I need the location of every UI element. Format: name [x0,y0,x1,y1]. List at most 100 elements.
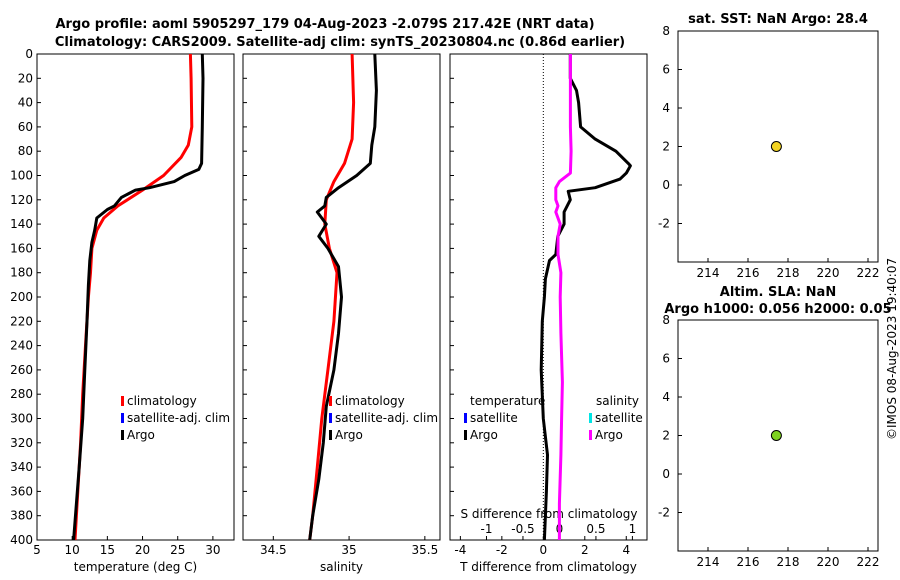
x-tick-label: 4 [622,543,630,557]
x-axis-label: T difference from climatology [459,560,637,574]
y-tick-label: 100 [10,169,33,183]
x-tick-label: 5 [33,543,41,557]
legend-swatch [121,430,124,440]
x-tick-label: 25 [170,543,185,557]
y-tick-label: 8 [662,24,670,38]
x-tick-label: 220 [817,555,840,569]
x-tick-label: -2 [496,543,508,557]
temperature-axes [36,53,235,541]
series-line-argo-s-diff [554,54,573,540]
y-tick-label: 280 [10,387,33,401]
data-point [770,141,782,152]
y-tick-label: 180 [10,266,33,280]
x-tick-label: 216 [737,555,760,569]
x-tick-label: 214 [697,555,720,569]
legend-entry: satellite [470,411,518,425]
y-tick-label: 300 [10,412,33,426]
y-tick-label: 4 [662,390,670,404]
x-tick-label: 222 [857,266,880,280]
y-tick-label: 380 [10,509,33,523]
x-tick-label: 35.5 [411,543,438,557]
s-diff-tick-label: 1 [629,522,637,536]
x-tick-label: 0 [539,543,547,557]
legend-swatch [121,413,124,423]
x-tick-label: 216 [737,266,760,280]
x-tick-label: 20 [135,543,150,557]
sst-title: sat. SST: NaN Argo: 28.4 [688,12,868,27]
legend-swatch [329,430,332,440]
legend-swatch [464,413,467,423]
series-line-argo-t-diff [539,54,632,541]
s-diff-tick-label: -1 [480,522,492,536]
series-line-argo [308,53,378,541]
legend-swatch [329,396,332,406]
y-tick-label: 0 [25,47,33,61]
legend-entry: satellite-adj. clim [127,411,230,425]
y-tick-label: 360 [10,484,33,498]
series-line-climatology [308,53,356,541]
y-tick-label: 200 [10,290,33,304]
s-diff-tick-label: 0.5 [586,522,605,536]
y-tick-label: 0 [662,178,670,192]
sla-panel: -2 0 2 4 6 8 214 216 218 220 222 Altim. SLA: NaN Arg… [658,285,892,569]
y-tick-label: 80 [18,144,33,158]
legend-swatch [329,413,332,423]
x-tick-label: 35 [341,543,356,557]
legend-swatch [589,430,592,440]
y-tick-label: 340 [10,460,33,474]
legend-entry: climatology [335,394,405,408]
y-tick-label: -2 [658,217,670,231]
y-tick-label: 260 [10,363,33,377]
legend-entry: Argo [127,428,155,442]
sst-panel: -2 0 2 4 6 8 214 216 218 220 222 sat. SST: NaN Argo… [658,12,879,280]
y-tick-label: -2 [658,506,670,520]
y-tick-label: 160 [10,241,33,255]
y-tick-label: 120 [10,193,33,207]
plots: 0204060801001201401601802002202402602803… [10,12,892,574]
s-diff-axis-label: S difference from climatology [461,507,638,521]
x-tick-label: 218 [777,266,800,280]
x-axis-label: salinity [320,560,363,574]
legend-swatch [121,396,124,406]
x-tick-label: 222 [857,555,880,569]
x-tick-label: 218 [777,555,800,569]
y-tick-label: 2 [662,140,670,154]
y-tick-label: 4 [662,101,670,115]
legend-entry: Argo [335,428,363,442]
y-tick-label: 60 [18,120,33,134]
y-tick-label: 0 [662,467,670,481]
y-tick-label: 240 [10,339,33,353]
x-tick-label: 15 [100,543,115,557]
legend-entry: climatology [127,394,197,408]
y-tick-label: 400 [10,533,33,547]
x-tick-label: 220 [817,266,840,280]
difference-panel: -4 -2 0 2 4-1 -0.5 0 0.5 1S difference from clim… [449,53,648,574]
title-line-2: Climatology: CARS2009. Satellite-adj cli… [55,35,625,50]
x-tick-label: 214 [697,266,720,280]
data-point [770,430,782,441]
legend-heading-salinity: salinity [596,394,639,408]
y-tick-label: 2 [662,429,670,443]
salinity-panel: 34.5 35 35.5 salinity climatology satellite-a… [242,53,441,574]
y-tick-label: 140 [10,217,33,231]
series-line-argo [72,53,205,541]
legend-entry: Argo [595,428,623,442]
title-line-1: Argo profile: aoml 5905297_179 04-Aug-20… [55,17,594,32]
x-tick-label: 30 [205,543,220,557]
imos-timestamp: ©IMOS 08-Aug-2023 19:40:07 [885,258,899,440]
legend-entry: satellite [595,411,643,425]
y-tick-label: 320 [10,436,33,450]
sla-title-line-1: Altim. SLA: NaN [720,285,836,300]
legend-swatch [589,413,592,423]
x-tick-label: 10 [65,543,80,557]
y-tick-label: 220 [10,314,33,328]
x-tick-label: 2 [581,543,589,557]
x-tick-label: 34.5 [260,543,287,557]
legend-swatch [464,430,467,440]
s-diff-tick-label: -0.5 [511,522,534,536]
x-tick-label: -4 [454,543,466,557]
y-tick-label: 6 [662,63,670,77]
legend-entry: satellite-adj. clim [335,411,438,425]
temperature-panel: 0 20 40 60 80 100 120 140 160 180 200 220 240 260 280 3… [10,47,235,574]
